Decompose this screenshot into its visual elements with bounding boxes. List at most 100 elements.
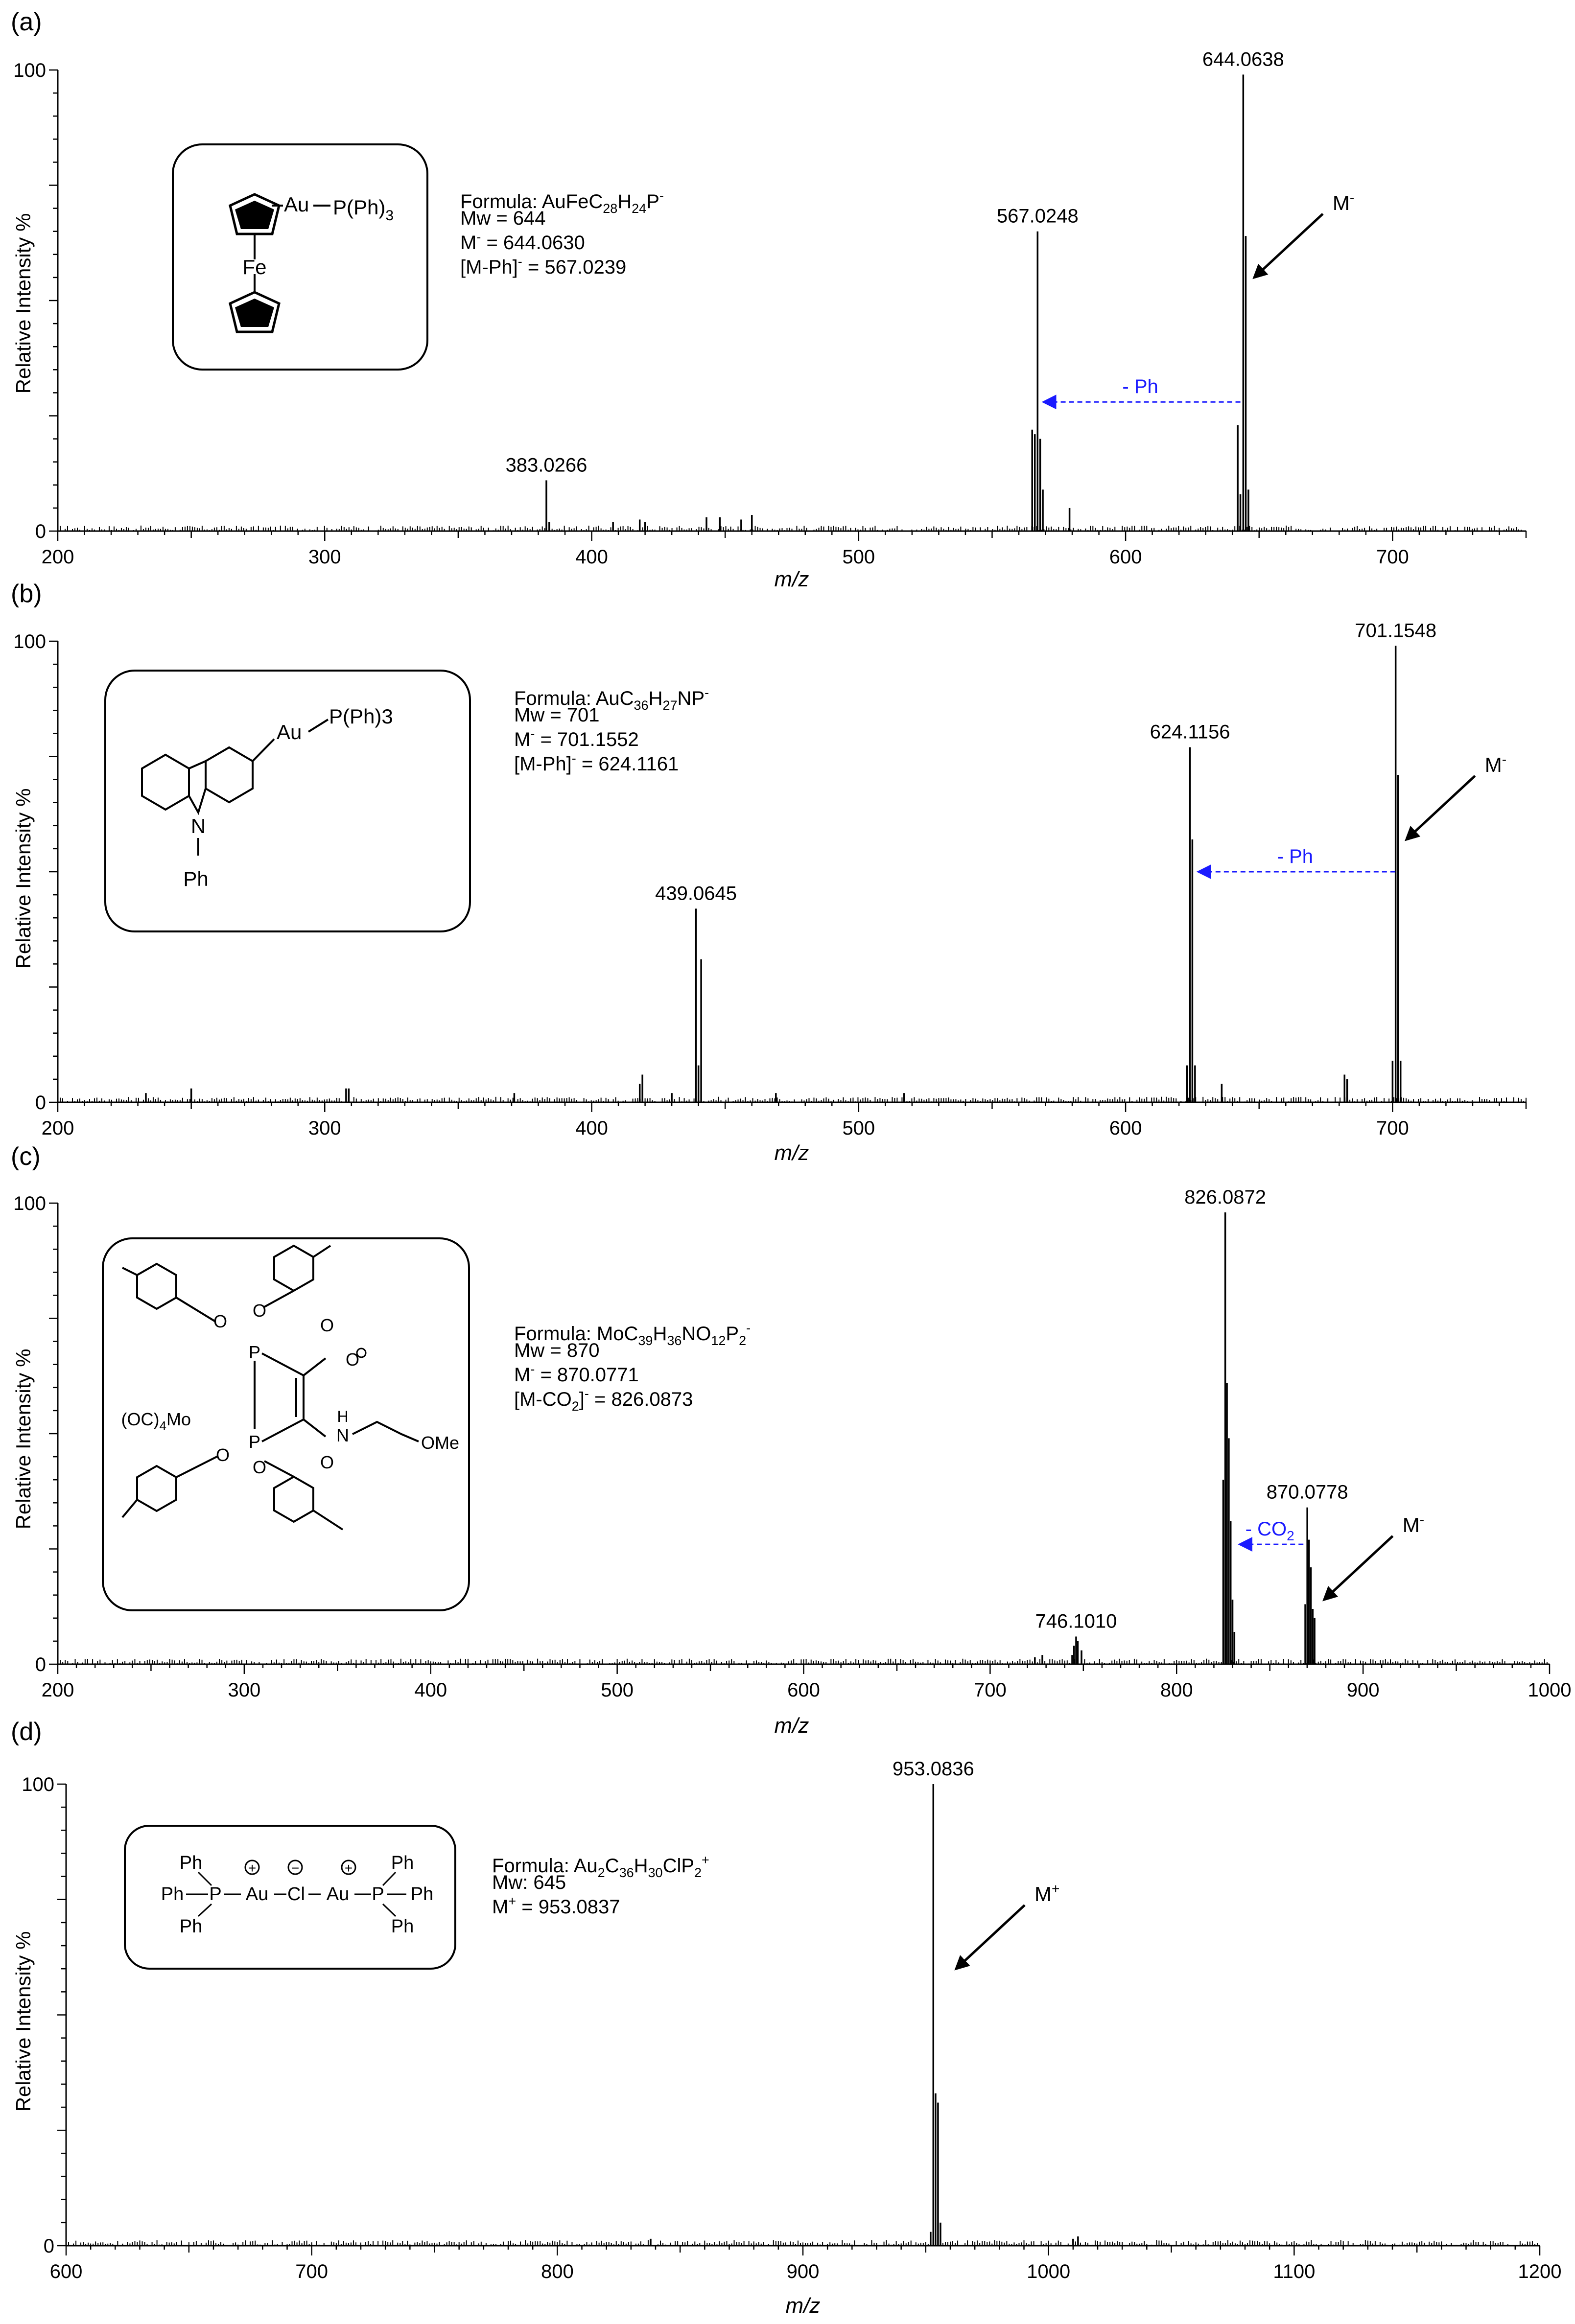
amide-bond: [303, 1418, 327, 1438]
peak-label: 624.1156: [1150, 721, 1230, 743]
neutral-loss-label-text: - Ph: [1277, 846, 1313, 867]
carboxylate-charge: [356, 1348, 367, 1358]
info-text-segment: +: [508, 1894, 516, 1908]
carbonyl-subscript: 4: [160, 1418, 166, 1433]
aryl-o-bond-1: [175, 1297, 216, 1323]
aryl-o-bond-2: [264, 1290, 294, 1308]
info-text-segment: 12: [711, 1333, 726, 1348]
molecular-ion-symbol: M: [1034, 1882, 1052, 1906]
info-text-segment: Mw = 870: [514, 1340, 600, 1361]
y-tick-label: 100: [13, 631, 46, 652]
x-tick-label: 500: [601, 1679, 634, 1701]
amide-hydrogen: H: [337, 1408, 348, 1425]
molecular-ion-charge: +: [1052, 1881, 1059, 1896]
positive-charge-left-sign: +: [248, 1860, 256, 1876]
methoxy-group: OMe: [421, 1433, 459, 1453]
info-text-segment: Formula: MoC: [514, 1323, 638, 1345]
info-text-segment: Mw = 701: [514, 704, 600, 726]
phenyl-top-left: Ph: [180, 1853, 202, 1873]
info-text-segment: -: [530, 726, 535, 741]
molecular-ion-symbol: M: [1485, 753, 1502, 776]
positive-charge-right: [341, 1859, 356, 1875]
molybdenum-carbonyl: (OC)4Mo: [121, 1409, 191, 1433]
cp-ring-top: [229, 193, 281, 235]
info-text-segment: NO: [682, 1323, 711, 1345]
x-tick-label: 900: [1347, 1679, 1380, 1701]
ethyl-chain: [352, 1420, 419, 1442]
negative-charge: [287, 1859, 303, 1875]
panel-a-y-axis-label: Relative Intensity %: [12, 213, 35, 394]
info-text-segment: H: [634, 1855, 648, 1877]
phenyl-bottom-left: Ph: [180, 1916, 202, 1937]
peak-label: 746.1010: [1035, 1610, 1117, 1632]
info-text-segment: M: [514, 1364, 530, 1386]
x-tick-label: 600: [1109, 546, 1142, 568]
gold-atom: Au: [284, 193, 309, 216]
panel-a-structure-frame: [172, 143, 428, 371]
info-text-segment: -: [705, 685, 709, 700]
info-text-segment: 27: [662, 698, 677, 713]
info-text-segment: P: [726, 1323, 739, 1345]
carbonyl-group: (OC): [121, 1409, 160, 1429]
x-tick-label: 200: [42, 546, 74, 568]
cp-ring-bottom-fill: [235, 299, 274, 327]
p-ph-bond-bottom-right: [382, 1903, 397, 1917]
peak-label: 870.0778: [1267, 1482, 1348, 1503]
info-text-segment: -: [585, 1386, 589, 1401]
panel-c-y-axis-label: Relative Intensity %: [12, 1349, 35, 1530]
molecular-ion-charge: -: [1350, 190, 1354, 205]
aryl-o-bond-3: [176, 1455, 218, 1478]
panel-c: (c) 0 100 200 300 400 500 600 700 800 900 1000 746…: [11, 1142, 1571, 1738]
molecular-ion-symbol: M: [1333, 191, 1350, 214]
oxygen-4: O: [253, 1457, 266, 1477]
x-tick-label: 700: [1376, 546, 1409, 568]
info-text-segment: P: [646, 191, 659, 212]
info-text-segment: 30: [648, 1865, 663, 1880]
molecular-ion-arrow: [1252, 213, 1324, 279]
panel-b-label: (b): [11, 580, 42, 608]
x-tick-label: 300: [308, 546, 341, 568]
info-text-segment: M: [514, 729, 530, 750]
panel-a: (a) 0 100 200 300 400 500 600 700 383.0266 567.0…: [11, 8, 1527, 591]
amide-oxygen: O: [320, 1452, 334, 1472]
neutral-loss-label-subscript: 2: [1287, 1528, 1294, 1543]
info-text-segment: 36: [634, 698, 649, 713]
peak-label: 439.0645: [655, 883, 737, 904]
x-tick-label: 600: [787, 1679, 820, 1701]
x-tick-label: 900: [787, 2261, 820, 2282]
phosphine-ligand: P(Ph)3: [333, 196, 394, 224]
y-tick-label: 0: [35, 1092, 46, 1114]
info-text-segment: [M-CO: [514, 1389, 572, 1410]
info-text-segment: -: [518, 254, 522, 269]
carbazole-pyrrole-ring: [188, 759, 207, 815]
x-tick-label: 300: [308, 1117, 341, 1139]
phosphorus-right: P: [372, 1884, 384, 1905]
x-tick-label: 500: [842, 546, 875, 568]
info-text-segment: 2: [739, 1333, 746, 1348]
x-tick-label: 700: [974, 1679, 1007, 1701]
x-tick-label: 200: [42, 1117, 74, 1139]
info-text-segment: Mw: 645: [492, 1872, 566, 1893]
panel-c-label: (c): [11, 1142, 41, 1171]
molecular-ion-charge: -: [1420, 1512, 1424, 1527]
panel-b-peaks: [57, 646, 1527, 1102]
molecular-ion-label: M-: [1403, 1512, 1424, 1536]
panel-d-annotations: 953.0836 M+: [893, 1758, 1059, 1971]
peak-label: 644.0638: [1202, 48, 1284, 70]
panel-a-info-text: Formula: AuFeC28H24P-Mw = 644 M- = 644.06…: [460, 188, 664, 278]
panel-a-peaks: [57, 74, 1527, 531]
carboxylate-oxygen-1: O: [320, 1315, 334, 1335]
neutral-loss-label: - Ph: [1277, 846, 1313, 867]
panel-c-info-text: Formula: MoC39H36NO12P2-Mw = 870 M- = 870…: [514, 1321, 751, 1414]
y-tick-label: 0: [35, 521, 46, 542]
carboxylate-bond: [303, 1357, 327, 1376]
x-tick-label: 1000: [1528, 1679, 1572, 1701]
info-text-segment: 28: [603, 201, 617, 216]
y-tick-label: 100: [13, 1193, 46, 1214]
x-tick-label: 700: [1376, 1117, 1409, 1139]
info-text-segment: = 567.0239: [522, 256, 626, 278]
info-text-segment: -: [572, 751, 576, 766]
info-text-segment: [M-Ph]: [514, 753, 572, 775]
panel-d: (d) 0 100 600 700 800 900 1000 1100 1200 953.083…: [11, 1718, 1561, 2318]
